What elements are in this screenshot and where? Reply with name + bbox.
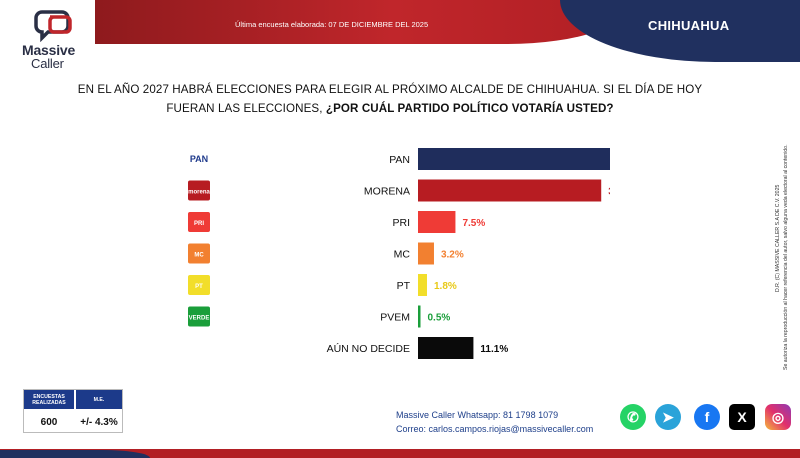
party-logo-pri [188,212,210,232]
party-logo-text-mc: MC [194,253,204,259]
category-label-mc: MC [394,249,411,261]
question-emphasis: ¿POR CUÁL PARTIDO POLÍTICO VOTARÍA USTED… [325,102,614,115]
party-logo-text-morena: morena [188,190,210,196]
vote-intention-chart: PANPAN39.2%morenaMORENA36.7%PRIPRI7.5%MC… [188,148,610,359]
footer-navy-band [0,450,150,458]
bar-pvem [418,305,421,328]
header-red-band [95,0,635,44]
bar-a-n-no-decide [418,337,474,359]
copyright-text: D.R. (C) MASSIVE CALLER S.A DE C.V. 2025 [775,184,781,292]
question-line-2: FUERAN LAS ELECCIONES, [166,102,326,115]
bar-morena [418,179,602,202]
telegram-icon[interactable]: ➤ [655,404,681,430]
category-label-pan: PAN [389,154,410,166]
badge-value-error: +/- 4.3% [80,416,118,428]
party-logo-text-pvem: VERDE [189,316,210,322]
value-label-mc: 3.2% [441,250,464,261]
party-logo-text-pan: PAN [190,154,208,164]
value-label-pt: 1.8% [434,281,457,292]
party-logo-mc [188,243,210,264]
badge-header-surveys: ENCUESTAS REALIZADAS [24,390,74,409]
question-line-1: EN EL AÑO 2027 HABRÁ ELECCIONES PARA ELE… [77,83,703,96]
category-label-a-n-no-decide: AÚN NO DECIDE [327,342,410,355]
party-logo-morena [188,180,210,201]
contact-whatsapp: Massive Caller Whatsapp: 81 1798 1079 [396,410,559,420]
survey-question: EN EL AÑO 2027 HABRÁ ELECCIONES PARA ELE… [40,80,740,118]
category-label-pvem: PVEM [380,312,410,324]
instagram-icon[interactable]: ◎ [765,404,791,430]
badge-value-surveys: 600 [40,416,58,428]
category-label-morena: MORENA [364,186,410,198]
category-label-pri: PRI [392,217,410,229]
value-label-a-n-no-decide: 11.1% [480,344,508,355]
party-logo-pan [188,149,210,169]
contact-info: Massive Caller Whatsapp: 81 1798 1079 Co… [396,408,593,436]
value-label-pvem: 0.5% [427,313,450,324]
party-logo-text-pt: PT [195,284,203,290]
category-label-pt: PT [397,280,411,292]
permission-text: Se autoriza la reproducción al hacer ref… [783,144,789,370]
value-label-pri: 7.5% [462,218,485,229]
massive-caller-logo: Massive Caller [18,8,88,71]
value-label-morena: 36.7% [608,187,610,198]
party-logo-text-pri: PRI [194,221,204,227]
bar-mc [418,242,434,265]
bar-pt [418,274,427,296]
contact-email[interactable]: Correo: carlos.campos.riojas@massivecall… [396,424,594,434]
party-logo-pvem [188,306,210,327]
bar-pan [418,148,610,170]
side-legal-text: D.R. (C) MASSIVE CALLER S.A DE C.V. 2025… [763,130,793,380]
facebook-icon[interactable]: f [694,404,720,430]
survey-sample-badge: ENCUESTAS REALIZADAS M.E. 600 +/- 4.3% [23,389,123,433]
party-logo-pt [188,275,210,295]
whatsapp-icon[interactable]: ✆ [620,404,646,430]
logo-text-massive: Massive [22,42,76,58]
logo-mark-icon [34,10,72,42]
logo-text-caller: Caller [31,56,64,71]
x-icon[interactable]: X [729,404,755,430]
footer-red-band [0,449,800,458]
survey-date: Última encuesta elaborada: 07 DE DICIEMB… [235,20,429,29]
state-label: CHIHUAHUA [648,18,730,33]
bar-pri [418,211,456,233]
badge-header-error: M.E. [76,390,122,409]
